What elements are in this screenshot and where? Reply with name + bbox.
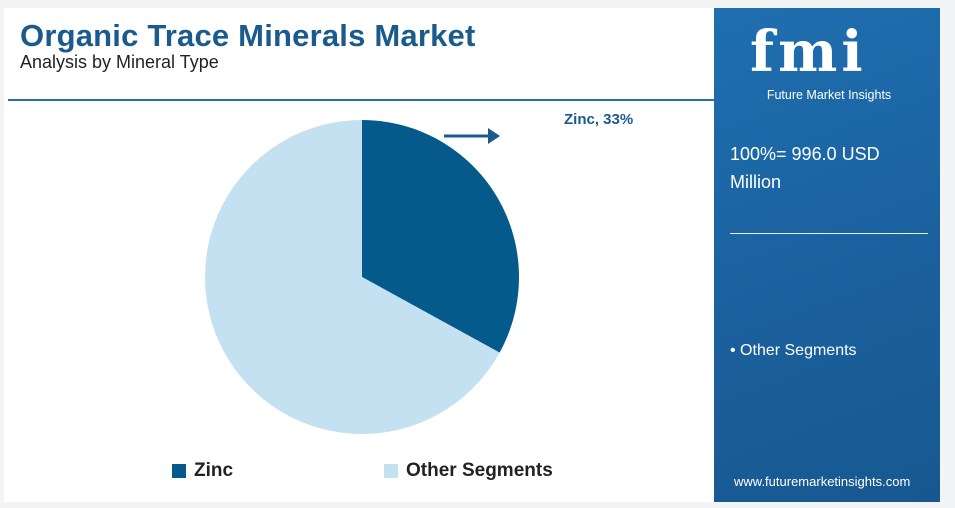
pie-chart: [204, 120, 519, 434]
legend-item-zinc: Zinc: [172, 460, 233, 482]
pie-slice-zinc: [362, 120, 519, 353]
legend-item-other-segments: Other Segments: [384, 460, 553, 482]
page-subtitle: Analysis by Mineral Type: [20, 52, 219, 72]
website-link[interactable]: www.futuremarketinsights.com: [734, 474, 911, 489]
legend-label-other-segments: Other Segments: [406, 460, 553, 481]
header-divider: [8, 99, 714, 101]
logo-caption: Future Market Insights: [766, 88, 892, 102]
legend-swatch-zinc: [172, 464, 186, 478]
zinc-data-label: Zinc, 33%: [564, 111, 634, 128]
pie-slice-other-segments: [204, 120, 500, 434]
logo-text: fmi: [750, 19, 867, 85]
page-title: Organic Trace Minerals Market: [20, 18, 476, 53]
callout-arrow-head: [488, 128, 500, 144]
sidebar-divider: [730, 233, 928, 234]
sidebar-bullet-other-segments: • Other Segments: [730, 342, 857, 359]
chart-card: Organic Trace Minerals Market Analysis b…: [4, 8, 940, 502]
info-sidebar: fmi Future Market Insights 100%= 996.0 U…: [714, 8, 940, 502]
legend-swatch-other-segments: [384, 464, 398, 478]
fmi-logo: fmi Future Market Insights: [744, 16, 914, 106]
market-total: 100%= 996.0 USD Million: [730, 144, 880, 192]
legend-label-zinc: Zinc: [194, 460, 234, 481]
